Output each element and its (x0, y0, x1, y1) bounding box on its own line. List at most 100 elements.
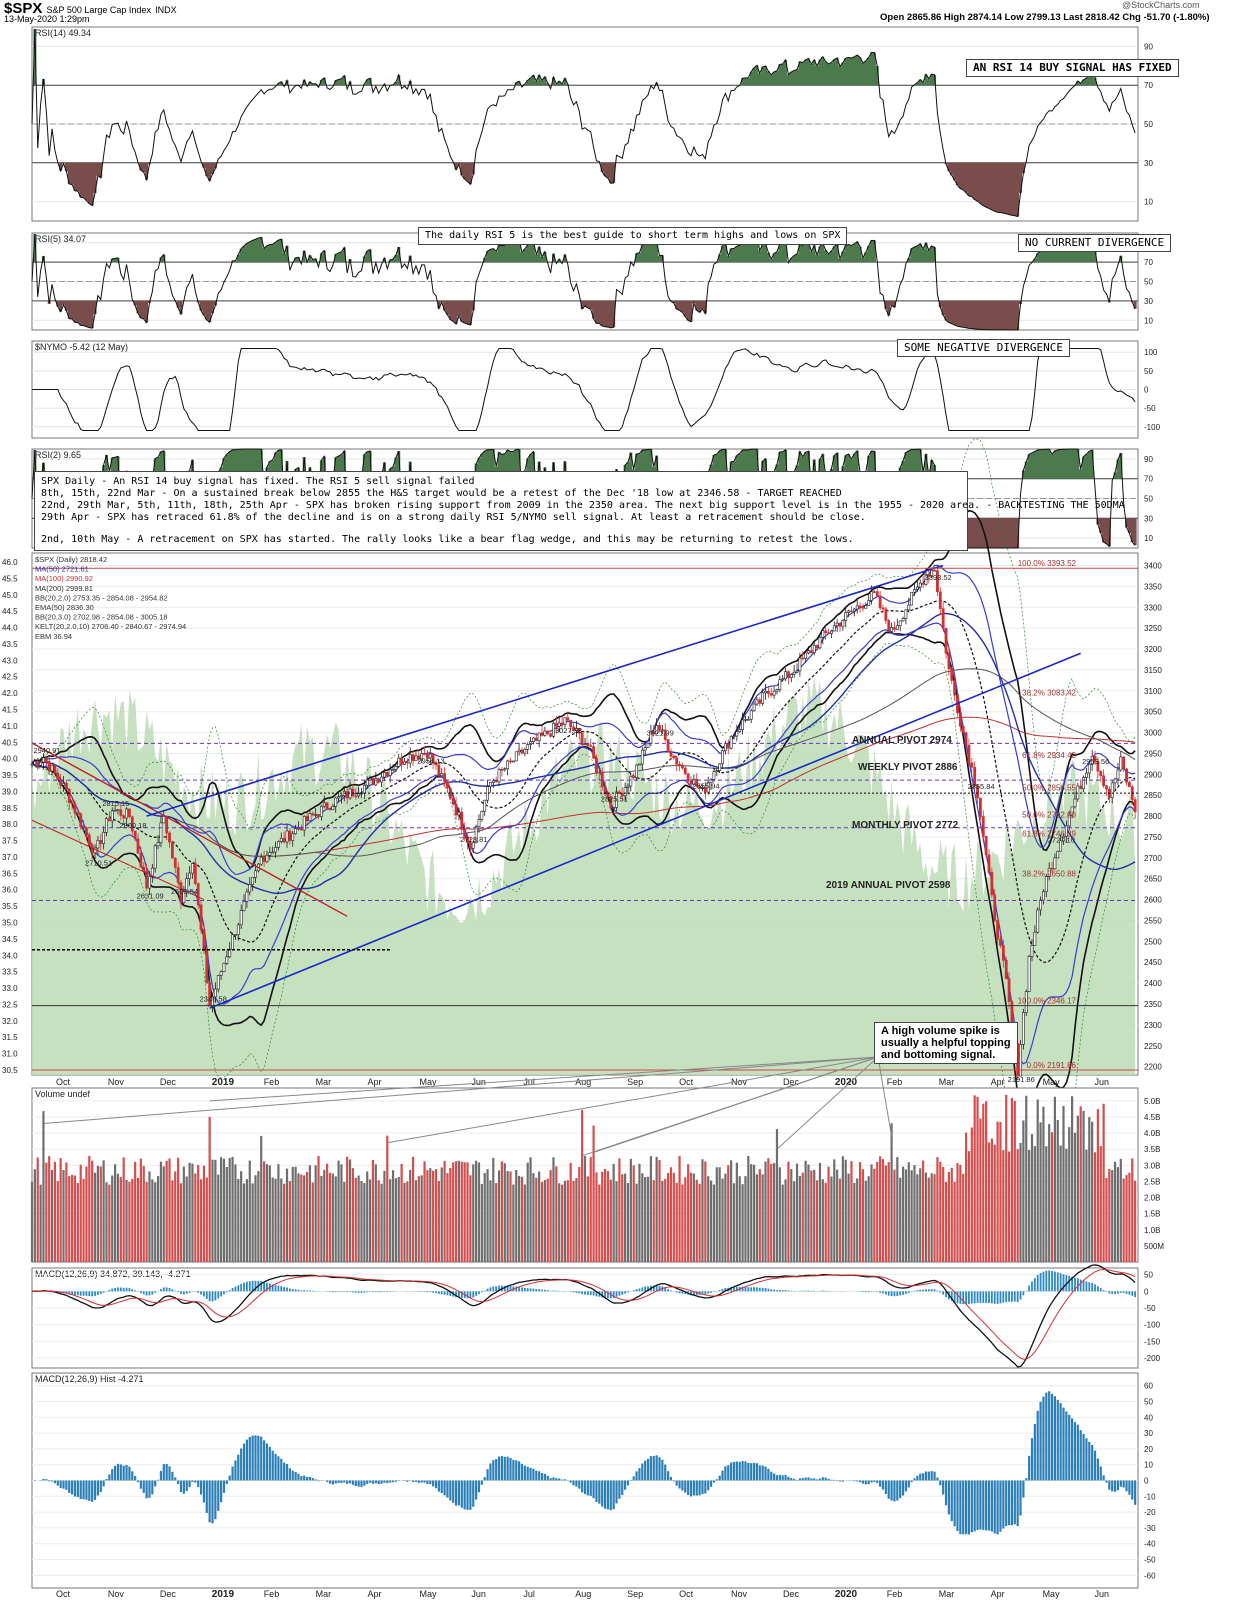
price-right-tick: 2900 (1144, 770, 1162, 779)
candle-body (302, 816, 306, 831)
candle-body (712, 771, 716, 780)
price-point-label: 2825.51 (601, 794, 628, 803)
candle-body (225, 956, 229, 964)
candle-body (646, 743, 650, 748)
candle-body (50, 764, 54, 772)
candle-body (809, 650, 813, 653)
candle-body (947, 652, 951, 670)
candle-body (1110, 782, 1114, 798)
candle-body (735, 731, 739, 737)
candle-body (1128, 781, 1131, 788)
candle-body (90, 844, 94, 854)
candle-body (471, 842, 475, 849)
candle-body (105, 818, 108, 833)
candle-body (953, 680, 957, 696)
candle-body (852, 608, 856, 612)
price-point-label: 2603.54 (171, 887, 198, 896)
candle-body (400, 757, 404, 765)
price-right-tick: 3000 (1144, 729, 1162, 738)
candle-body (480, 810, 484, 820)
candle-body (168, 832, 171, 843)
candle-body (913, 589, 916, 593)
macd-panel-label: MACD(12,26,9) 34.872, 39.143, -4.271 (35, 1269, 191, 1279)
candle-body (1073, 798, 1077, 808)
candle-body (1064, 825, 1068, 837)
volume-tick: 2.0B (1144, 1194, 1160, 1203)
bottom-x-label: 2019 (212, 1589, 235, 1600)
candle-body (397, 757, 401, 767)
candle-body (213, 988, 217, 998)
candle-body (242, 901, 246, 911)
price-left-tick: 40.0 (2, 755, 18, 764)
candle-body (938, 591, 942, 609)
candle-body (603, 786, 607, 795)
nymo-divergence-note: SOME NEGATIVE DIVERGENCE (897, 339, 1070, 357)
price-point-label: 3021.99 (647, 728, 674, 737)
price-x-label: Nov (108, 1077, 125, 1087)
candle-body (669, 751, 673, 757)
price-point-label: 2728.81 (460, 835, 487, 844)
candle-body (1030, 945, 1034, 957)
candle-body (1076, 785, 1080, 800)
candle-body (812, 645, 816, 653)
candle-body (277, 841, 280, 848)
candle-body (870, 591, 873, 601)
weekly-pivot-label: WEEKLY PIVOT 2886 (858, 762, 958, 773)
candle-body (188, 872, 191, 879)
candle-body (976, 785, 979, 799)
candle-body (357, 793, 361, 797)
candle-body (540, 732, 544, 736)
candle-body (549, 733, 553, 737)
candle-body (67, 788, 71, 803)
nymo-panel-tick: 100 (1144, 348, 1158, 357)
price-x-label: Jun (1094, 1077, 1109, 1087)
candle-body (1085, 772, 1088, 778)
candle-body (910, 591, 914, 606)
candle-body (199, 904, 203, 931)
candle-body (683, 767, 687, 775)
price-right-tick: 2250 (1144, 1042, 1162, 1051)
exchange: INDX (155, 5, 177, 15)
candle-body (732, 735, 736, 738)
candle-body (365, 779, 369, 786)
main-commentary: SPX Daily - An RSI 14 buy signal has fix… (34, 471, 1125, 551)
fib-label: 50.0% 2856.55 (1022, 783, 1076, 792)
candle-body (474, 826, 478, 843)
candle-body (950, 668, 954, 681)
candle-body (775, 689, 779, 692)
volume-spike-pointer (877, 1056, 893, 1137)
candle-body (394, 766, 398, 770)
candle-body (981, 816, 985, 837)
candle-body (838, 622, 842, 627)
candle-body (259, 856, 263, 865)
rsi14-panel-tick: 90 (1144, 42, 1153, 51)
price-left-tick: 41.0 (2, 722, 18, 731)
hist-tick: 0 (1144, 1477, 1149, 1486)
fib-label: 38.2% 2650.88 (1022, 869, 1076, 878)
candle-body (715, 770, 719, 773)
price-right-tick: 3100 (1144, 687, 1162, 696)
hist-tick: 20 (1144, 1445, 1153, 1454)
candle-body (738, 729, 742, 733)
candle-body (858, 605, 862, 608)
candle-body (787, 671, 790, 679)
candle-body (271, 851, 275, 854)
candle-body (1004, 959, 1008, 980)
candle-body (411, 754, 415, 761)
candle-body (904, 609, 908, 619)
candle-body (107, 818, 111, 822)
candle-body (251, 877, 255, 885)
candle-body (554, 722, 558, 727)
price-right-tick: 2300 (1144, 1021, 1162, 1030)
candle-body (62, 782, 65, 786)
macd-tick: -200 (1144, 1354, 1161, 1363)
volume-spike-pointer (593, 1056, 879, 1153)
price-right-tick: 3050 (1144, 708, 1162, 717)
candle-body (898, 620, 902, 627)
rsi5-panel-tick: 10 (1144, 316, 1153, 325)
hist-tick: 30 (1144, 1429, 1153, 1438)
rsi2-panel-tick: 90 (1144, 455, 1153, 464)
candle-body (113, 809, 117, 812)
candle-body (755, 699, 759, 705)
candle-body (526, 744, 530, 750)
